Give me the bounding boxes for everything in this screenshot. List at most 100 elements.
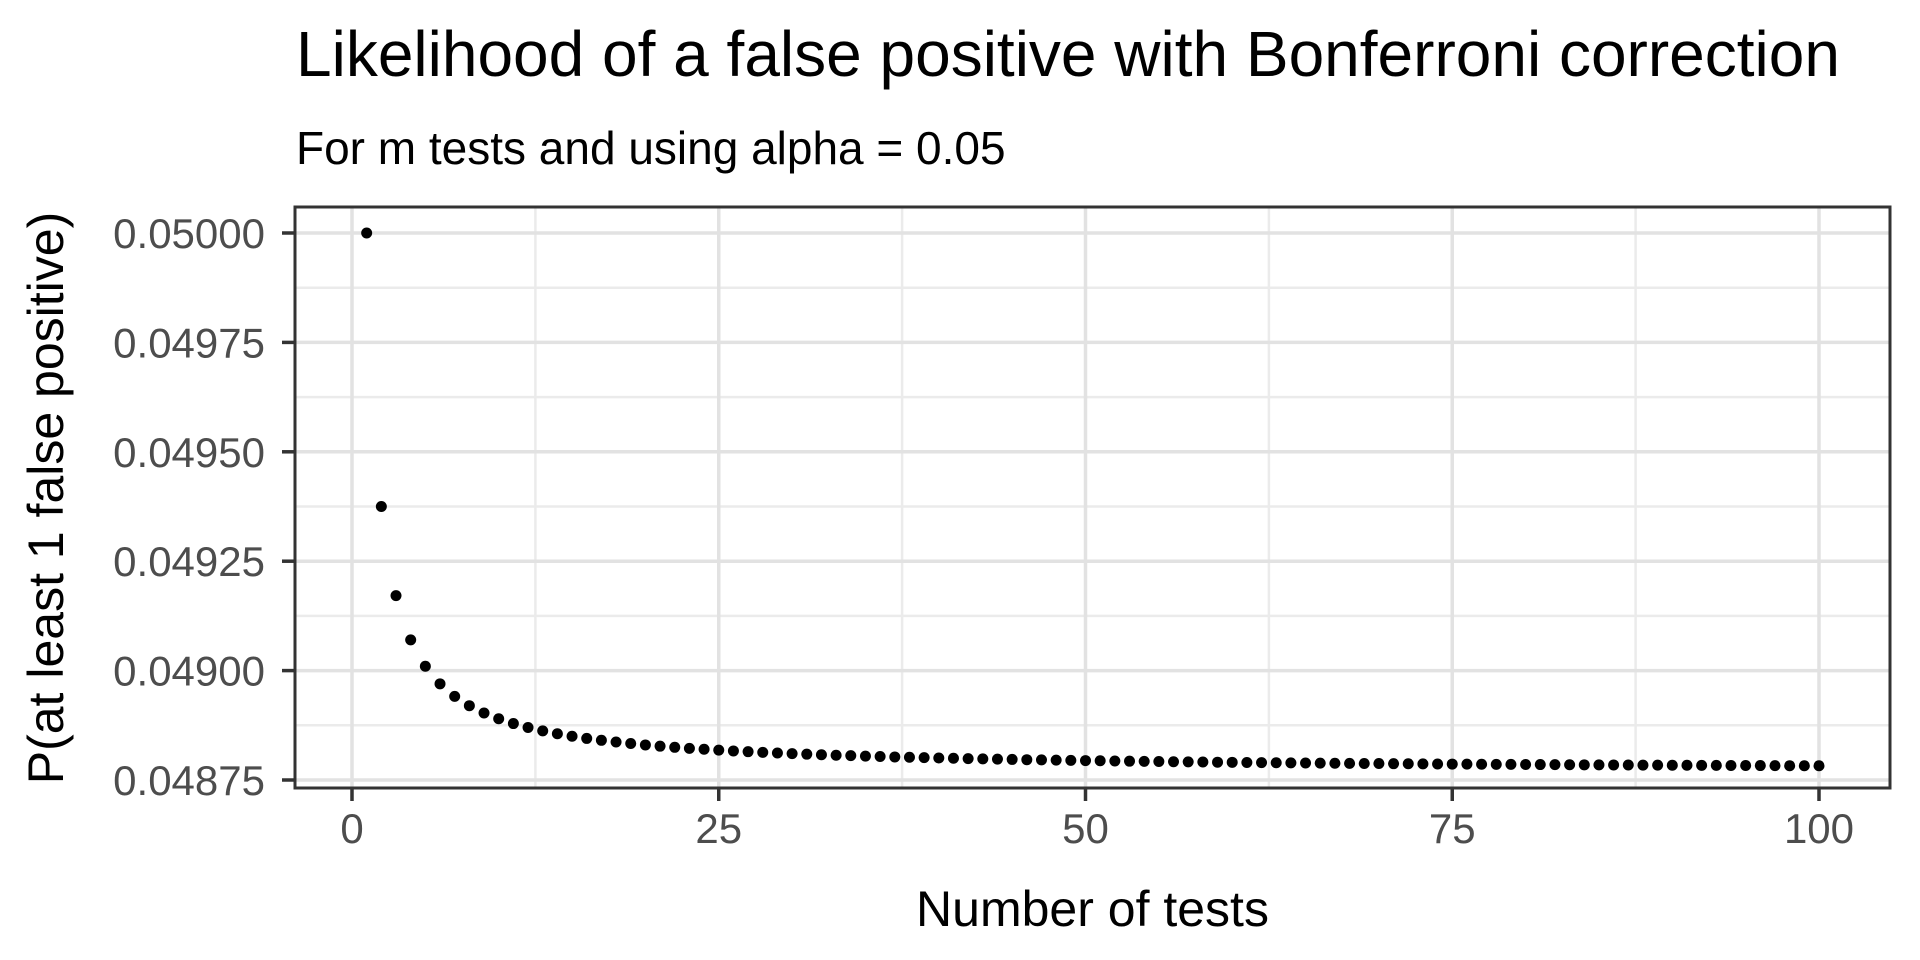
data-point [1520, 759, 1532, 771]
data-point [1696, 759, 1708, 771]
x-tick-label: 0 [340, 805, 363, 852]
data-point [713, 744, 725, 756]
data-point [1212, 756, 1224, 768]
data-point [1300, 757, 1312, 769]
y-tick-label: 0.04875 [113, 757, 265, 804]
x-tick-label: 100 [1784, 805, 1854, 852]
data-point [1256, 757, 1268, 769]
data-point [1681, 759, 1693, 771]
data-point [1813, 760, 1825, 772]
data-point [507, 718, 519, 730]
data-point [595, 734, 607, 746]
data-point [1153, 756, 1165, 768]
data-point [390, 590, 402, 602]
data-point [1784, 760, 1796, 772]
data-point [1035, 754, 1047, 766]
y-tick-label: 0.04925 [113, 538, 265, 585]
data-point [375, 501, 387, 512]
data-point [463, 700, 475, 712]
y-tick-label: 0.04975 [113, 319, 265, 366]
data-point [903, 751, 915, 763]
data-point [1182, 756, 1194, 768]
data-point [639, 739, 651, 751]
data-point [1549, 759, 1561, 771]
data-point [859, 750, 871, 762]
data-point [610, 736, 622, 748]
data-point [625, 738, 637, 750]
data-point [1798, 760, 1810, 772]
y-tick-label: 0.04900 [113, 648, 265, 695]
data-point [1226, 756, 1238, 768]
data-point [669, 741, 681, 753]
chart-subtitle: For m tests and using alpha = 0.05 [296, 122, 1006, 174]
x-axis-title: Number of tests [916, 881, 1269, 937]
data-point [537, 725, 549, 737]
data-point [1740, 760, 1752, 772]
data-point [361, 227, 373, 239]
data-point [845, 750, 857, 762]
data-point [434, 678, 446, 690]
data-point [522, 722, 534, 734]
data-point [1637, 759, 1649, 771]
data-point [1490, 758, 1502, 770]
data-point [830, 749, 842, 761]
data-point [815, 749, 827, 761]
data-point [1358, 757, 1370, 769]
data-point [742, 746, 754, 758]
data-point [933, 752, 945, 764]
data-point [405, 634, 417, 646]
x-tick-label: 75 [1429, 805, 1476, 852]
data-point [727, 745, 739, 757]
data-point [1652, 759, 1664, 771]
data-point [1534, 759, 1546, 771]
data-point [771, 747, 783, 759]
data-point [1094, 755, 1106, 767]
data-point [1124, 755, 1136, 767]
data-point [1344, 757, 1356, 769]
data-point [654, 740, 666, 752]
data-point [889, 751, 901, 763]
data-point [1373, 758, 1385, 770]
data-point [1402, 758, 1414, 770]
data-point [1050, 754, 1062, 766]
y-tick-label: 0.04950 [113, 429, 265, 476]
panel-background [295, 207, 1890, 788]
data-point [757, 746, 769, 758]
data-point [581, 732, 593, 744]
data-point [449, 690, 461, 702]
data-point [977, 753, 989, 765]
data-point [1564, 759, 1576, 771]
data-point [947, 752, 959, 764]
data-point [1754, 760, 1766, 772]
x-tick-label: 50 [1062, 805, 1109, 852]
data-point [1270, 757, 1282, 769]
data-point [786, 748, 798, 760]
data-point [874, 751, 886, 763]
data-point [1080, 755, 1091, 767]
data-point [1446, 758, 1458, 770]
data-point [1197, 756, 1209, 768]
data-point [1461, 758, 1473, 770]
data-point [1314, 757, 1326, 769]
data-point [1432, 758, 1444, 770]
data-point [1769, 760, 1781, 772]
data-point [698, 743, 710, 755]
chart-title: Likelihood of a false positive with Bonf… [296, 18, 1840, 90]
data-point [1285, 757, 1297, 769]
data-point [1065, 754, 1077, 766]
data-point [1622, 759, 1634, 771]
data-point [1666, 759, 1678, 771]
data-point [683, 742, 695, 754]
data-point [1168, 756, 1180, 768]
data-point [551, 728, 563, 740]
data-point [478, 707, 490, 719]
data-point [1608, 759, 1620, 771]
data-point [419, 660, 431, 672]
data-point [1476, 758, 1488, 770]
data-point [1109, 755, 1121, 767]
data-point [1241, 756, 1253, 768]
data-point [1710, 759, 1722, 771]
data-point [1006, 753, 1018, 765]
